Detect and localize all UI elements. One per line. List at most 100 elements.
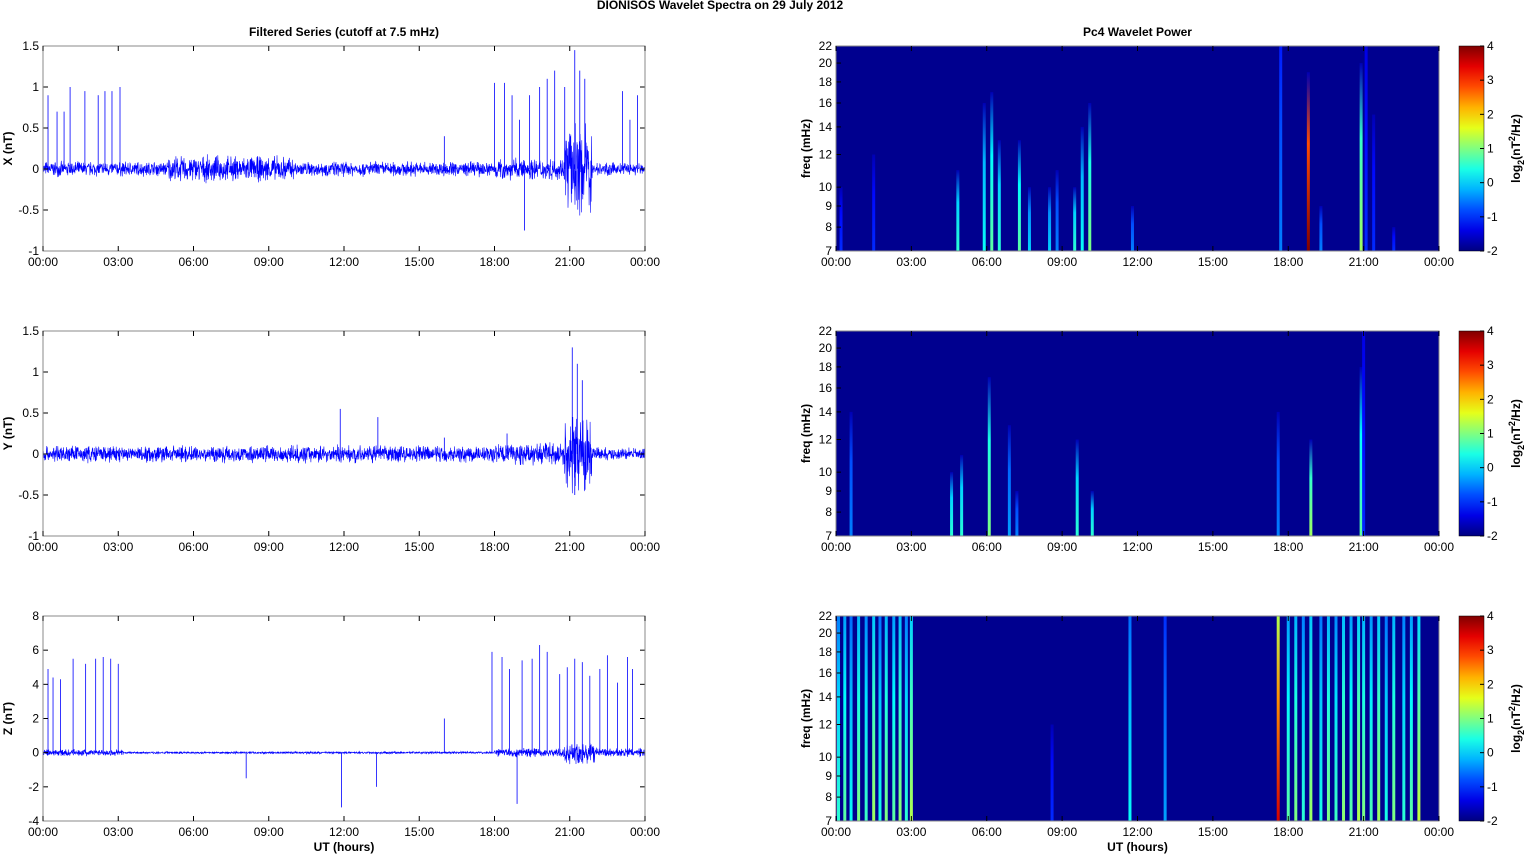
wavelet-burst	[1075, 439, 1079, 536]
ytick-label: 14	[819, 405, 833, 419]
ytick-label: 9	[825, 484, 832, 498]
ytick-label: 20	[819, 626, 833, 640]
wavelet-burst	[1309, 439, 1313, 536]
xtick-label: 21:00	[1349, 825, 1379, 839]
heatmap-area	[836, 46, 1439, 251]
wavelet-burst	[987, 377, 991, 536]
xtick-label: 15:00	[404, 255, 434, 269]
colorbar-label: log2(nT2/Hz)	[1507, 114, 1525, 183]
ytick-label: 16	[819, 96, 833, 110]
wavelet-burst	[1342, 616, 1346, 821]
ytick-label: 0	[32, 746, 39, 760]
ylabel: Z (nT)	[1, 702, 15, 735]
xtick-label: 15:00	[1198, 255, 1228, 269]
xtick-label: 18:00	[479, 825, 509, 839]
ylabel: Y (nT)	[1, 417, 15, 451]
wavelet-burst	[839, 187, 843, 251]
xtick-label: 06:00	[972, 255, 1002, 269]
plot-area	[43, 616, 645, 821]
xtick-label: 12:00	[1122, 825, 1152, 839]
ytick-label: 12	[819, 718, 833, 732]
colorbar-tick-label: 3	[1487, 358, 1494, 372]
wavelet-burst	[1319, 616, 1323, 821]
panel-title: Pc4 Wavelet Power	[1083, 25, 1192, 39]
wavelet-burst	[1015, 491, 1019, 536]
colorbar	[1458, 45, 1485, 252]
ytick-label: -1	[28, 244, 39, 258]
xtick-label: 06:00	[972, 540, 1002, 554]
ytick-label: 20	[819, 56, 833, 70]
wavelet-burst	[1301, 616, 1305, 821]
wavelet-panel-3: 78910121416182022-2-101234log2(nT2/Hz)00…	[799, 609, 1525, 854]
colorbar-tick-label: -2	[1487, 529, 1498, 543]
wavelet-burst	[1080, 126, 1084, 251]
wavelet-panel-1: Pc4 Wavelet Power78910121416182022-2-101…	[799, 25, 1525, 269]
wavelet-burst	[1409, 616, 1413, 821]
wavelet-burst	[1326, 616, 1330, 821]
panel-title: Filtered Series (cutoff at 7.5 mHz)	[249, 25, 439, 39]
ytick-label: 14	[819, 120, 833, 134]
wavelet-burst	[1050, 724, 1054, 821]
ytick-label: 10	[819, 180, 833, 194]
wavelet-burst	[909, 616, 913, 821]
xtick-label: 09:00	[1047, 540, 1077, 554]
xtick-label: 03:00	[896, 540, 926, 554]
xtick-label: 00:00	[28, 825, 58, 839]
xtick-label: 09:00	[1047, 255, 1077, 269]
wavelet-burst	[1359, 366, 1363, 536]
ytick-label: 12	[819, 433, 833, 447]
colorbar-label: log2(nT2/Hz)	[1507, 684, 1525, 753]
wavelet-burst	[982, 103, 986, 251]
wavelet-burst	[1088, 103, 1092, 251]
ytick-label: 20	[819, 341, 833, 355]
wavelet-burst	[1402, 616, 1406, 821]
ytick-label: 14	[819, 690, 833, 704]
xtick-label: 06:00	[178, 540, 208, 554]
wavelet-burst	[1055, 170, 1059, 251]
ytick-label: 1	[32, 365, 39, 379]
heatmap-area	[836, 616, 1439, 821]
wavelet-burst	[1007, 425, 1011, 536]
ytick-label: 7	[825, 244, 832, 258]
wavelet-burst	[960, 455, 964, 536]
colorbar-tick-label: 1	[1487, 427, 1494, 441]
colorbar-tick-label: 1	[1487, 712, 1494, 726]
ytick-label: 16	[819, 381, 833, 395]
wavelet-burst	[1362, 331, 1366, 536]
ylabel: X (nT)	[1, 132, 15, 166]
wavelet-burst	[1359, 63, 1363, 251]
ytick-label: 18	[819, 360, 833, 374]
ytick-label: 1	[32, 80, 39, 94]
ytick-label: 0.5	[22, 406, 39, 420]
wavelet-burst	[864, 616, 868, 821]
xtick-label: 03:00	[103, 540, 133, 554]
colorbar-tick-label: 2	[1487, 677, 1494, 691]
wavelet-burst	[1417, 616, 1421, 821]
ylabel: freq (mHz)	[799, 689, 813, 748]
colorbar-tick-label: -2	[1487, 814, 1498, 828]
wavelet-burst	[950, 472, 954, 536]
ytick-label: 8	[825, 790, 832, 804]
wavelet-burst	[1048, 187, 1052, 251]
colorbar-tick-label: -1	[1487, 780, 1498, 794]
ytick-label: 1.5	[22, 39, 39, 53]
xlabel: UT (hours)	[1107, 840, 1168, 854]
ytick-label: 22	[819, 609, 833, 623]
xtick-label: 03:00	[103, 825, 133, 839]
wavelet-burst	[872, 154, 876, 251]
xtick-label: 21:00	[1349, 540, 1379, 554]
wavelet-burst	[997, 140, 1001, 251]
ytick-label: 10	[819, 465, 833, 479]
ytick-label: 18	[819, 645, 833, 659]
colorbar	[1458, 615, 1485, 822]
xtick-label: 06:00	[972, 825, 1002, 839]
ytick-label: 8	[825, 505, 832, 519]
colorbar-label: log2(nT2/Hz)	[1507, 399, 1525, 468]
colorbar-tick-label: -1	[1487, 495, 1498, 509]
wavelet-burst	[1276, 616, 1280, 821]
ytick-label: 2	[32, 712, 39, 726]
xtick-label: 09:00	[254, 540, 284, 554]
ytick-label: -0.5	[18, 203, 39, 217]
series-line	[42, 743, 646, 765]
